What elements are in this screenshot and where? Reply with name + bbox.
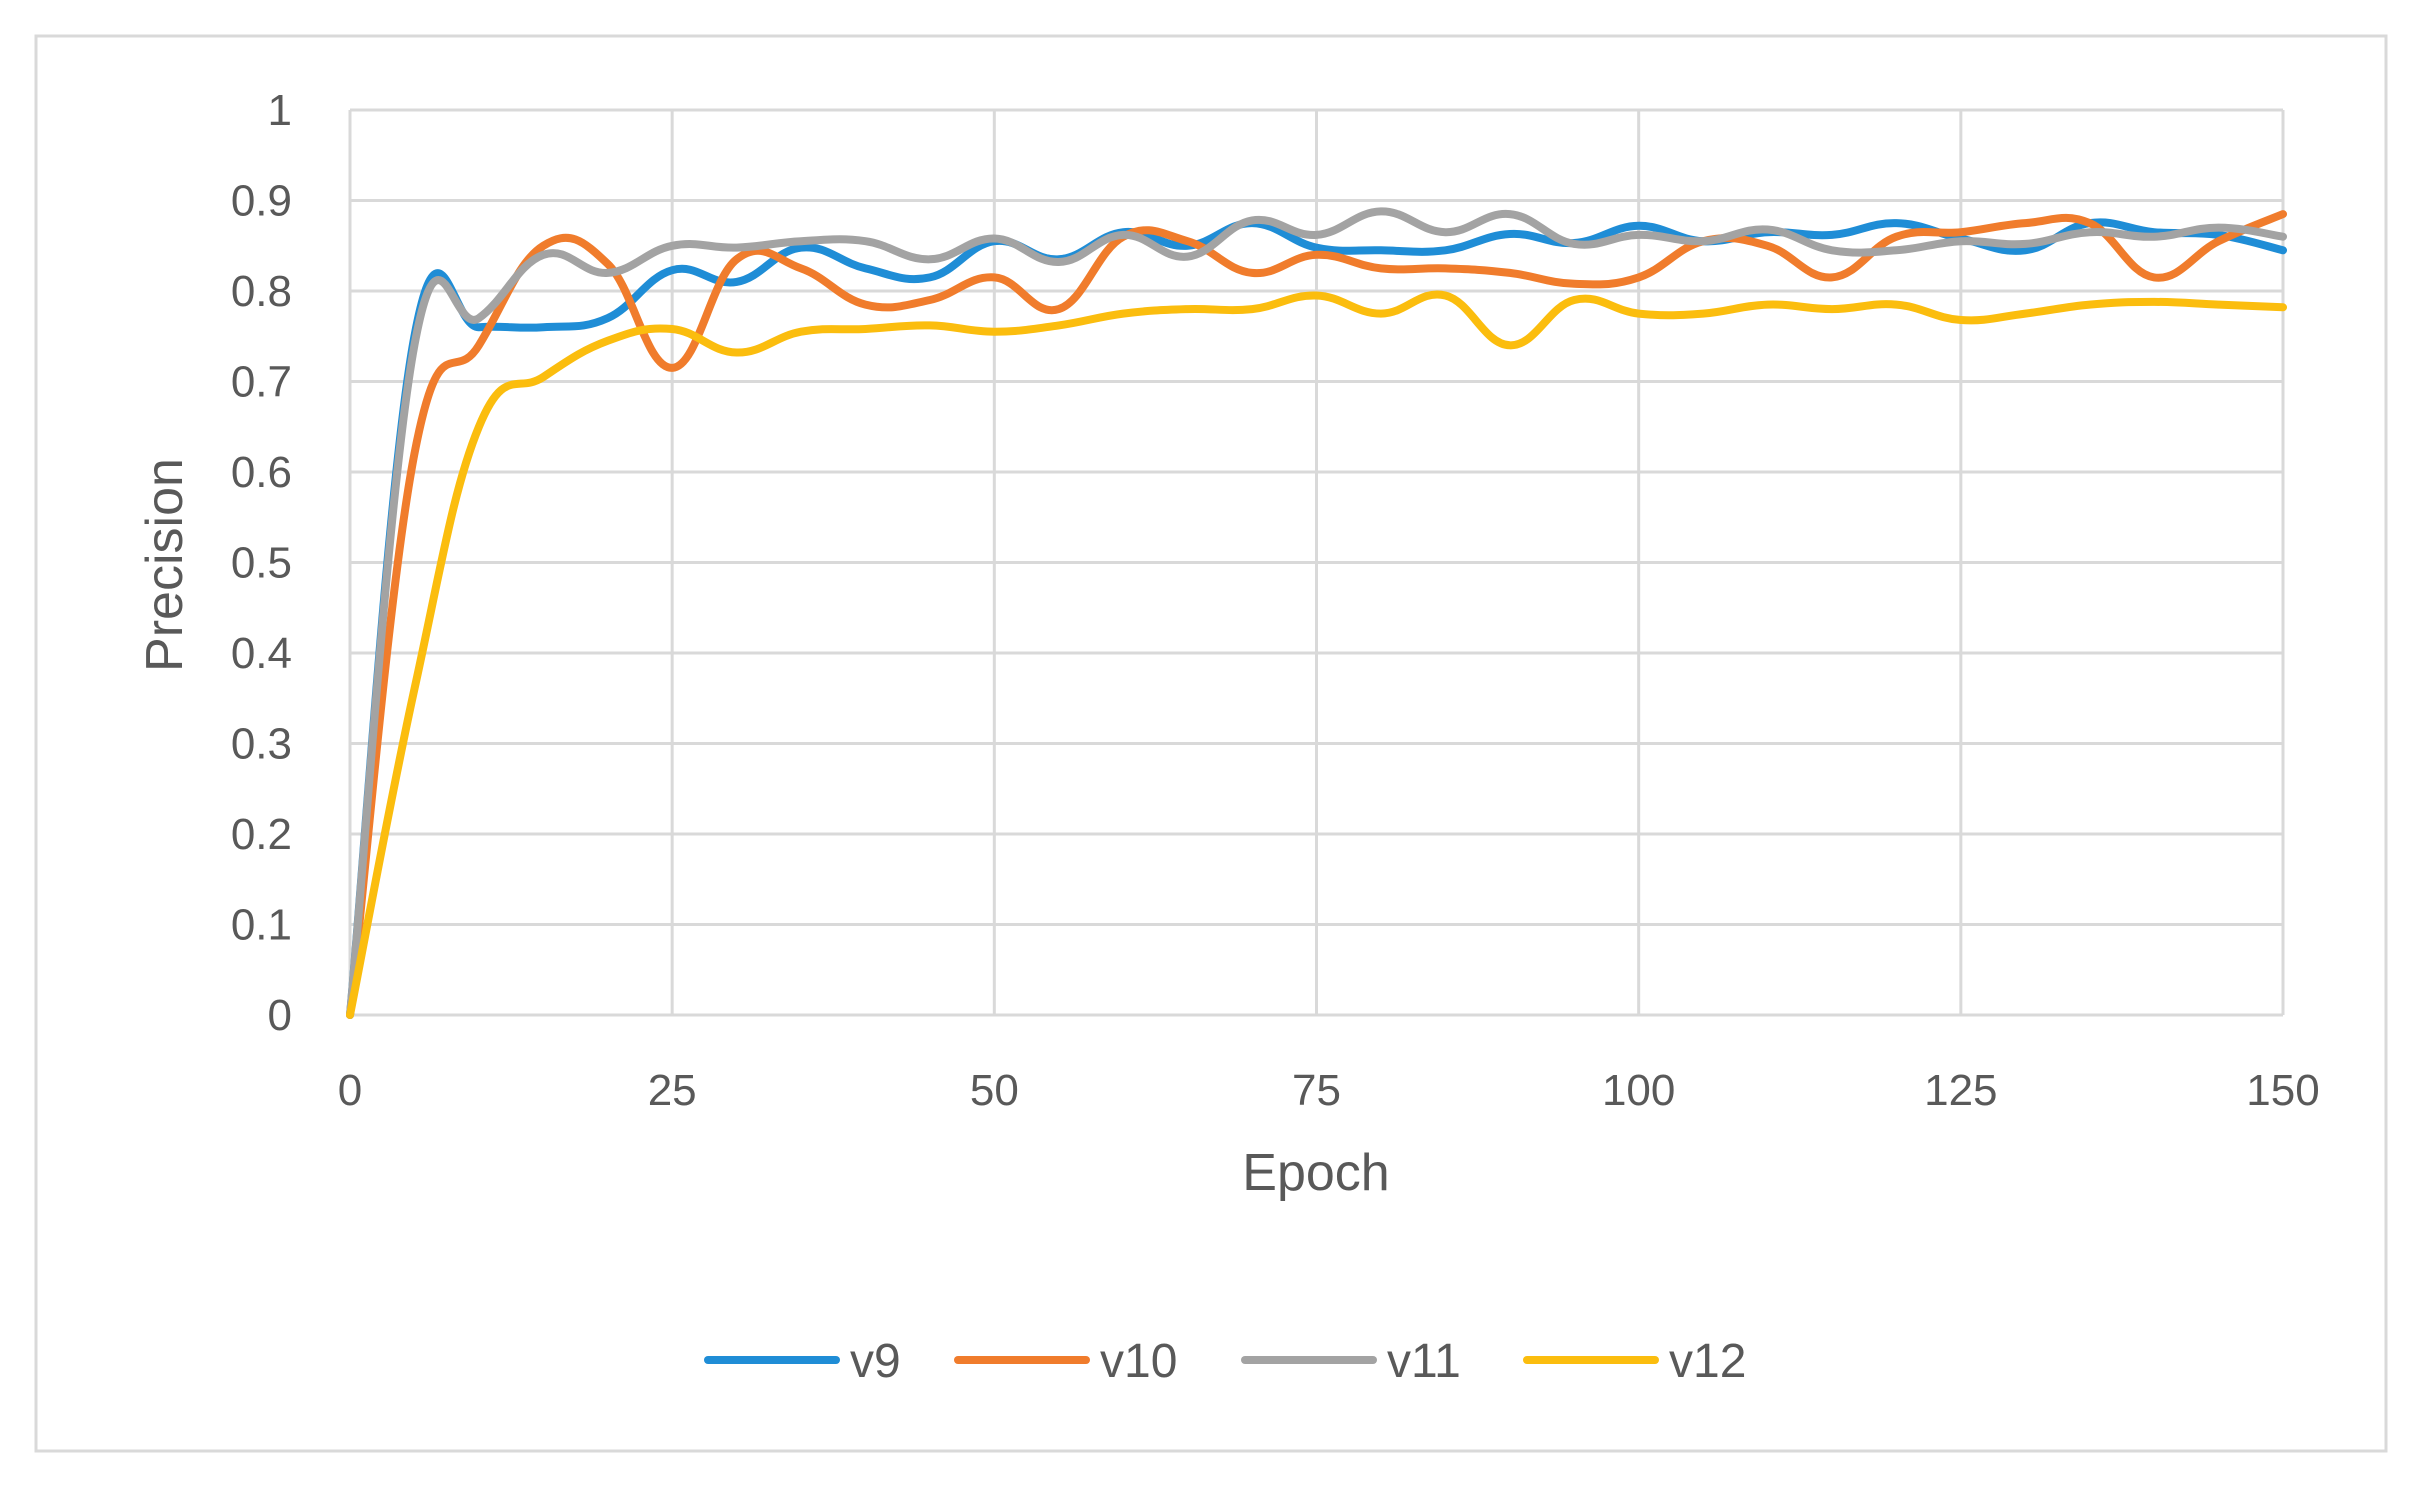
y-tick-label: 0.8	[231, 267, 292, 316]
y-tick-label: 0.3	[231, 720, 292, 769]
gridlines	[348, 108, 2285, 1017]
x-tick-label: 25	[648, 1066, 697, 1115]
y-tick-label: 1	[268, 86, 292, 135]
x-tick-label: 50	[970, 1066, 1019, 1115]
x-tick-label: 75	[1292, 1066, 1341, 1115]
y-tick-label: 0.9	[231, 177, 292, 226]
legend-label-v12: v12	[1669, 1335, 1746, 1388]
series-line-v11	[346, 207, 2287, 1019]
y-tick-label: 0.6	[231, 448, 292, 497]
x-tick-label: 125	[1924, 1066, 1997, 1115]
legend: v9 v10 v11 v12	[704, 1335, 1746, 1388]
series-lines	[346, 207, 2287, 1019]
x-axis-title: Epoch	[1242, 1144, 1389, 1202]
series-line-v10	[346, 210, 2287, 1019]
legend-label-v11: v11	[1387, 1335, 1461, 1388]
y-axis-tick-labels: 0 0.1 0.2 0.3 0.4 0.5 0.6 0.7 0.8 0.9 1	[231, 86, 292, 1040]
x-tick-label: 150	[2246, 1066, 2319, 1115]
x-tick-label: 100	[1602, 1066, 1675, 1115]
y-tick-label: 0.7	[231, 358, 292, 407]
y-tick-label: 0.5	[231, 539, 292, 588]
series-line-v12	[346, 290, 2287, 1019]
y-tick-label: 0.2	[231, 810, 292, 859]
y-tick-label: 0.1	[231, 901, 292, 950]
y-tick-label: 0	[268, 991, 292, 1040]
y-axis-title: Precision	[136, 458, 194, 672]
x-tick-label: 0	[338, 1066, 362, 1115]
legend-label-v9: v9	[850, 1335, 901, 1388]
legend-label-v10: v10	[1100, 1335, 1177, 1388]
x-axis-tick-labels: 0 25 50 75 100 125 150	[338, 1066, 2320, 1115]
y-tick-label: 0.4	[231, 629, 292, 678]
